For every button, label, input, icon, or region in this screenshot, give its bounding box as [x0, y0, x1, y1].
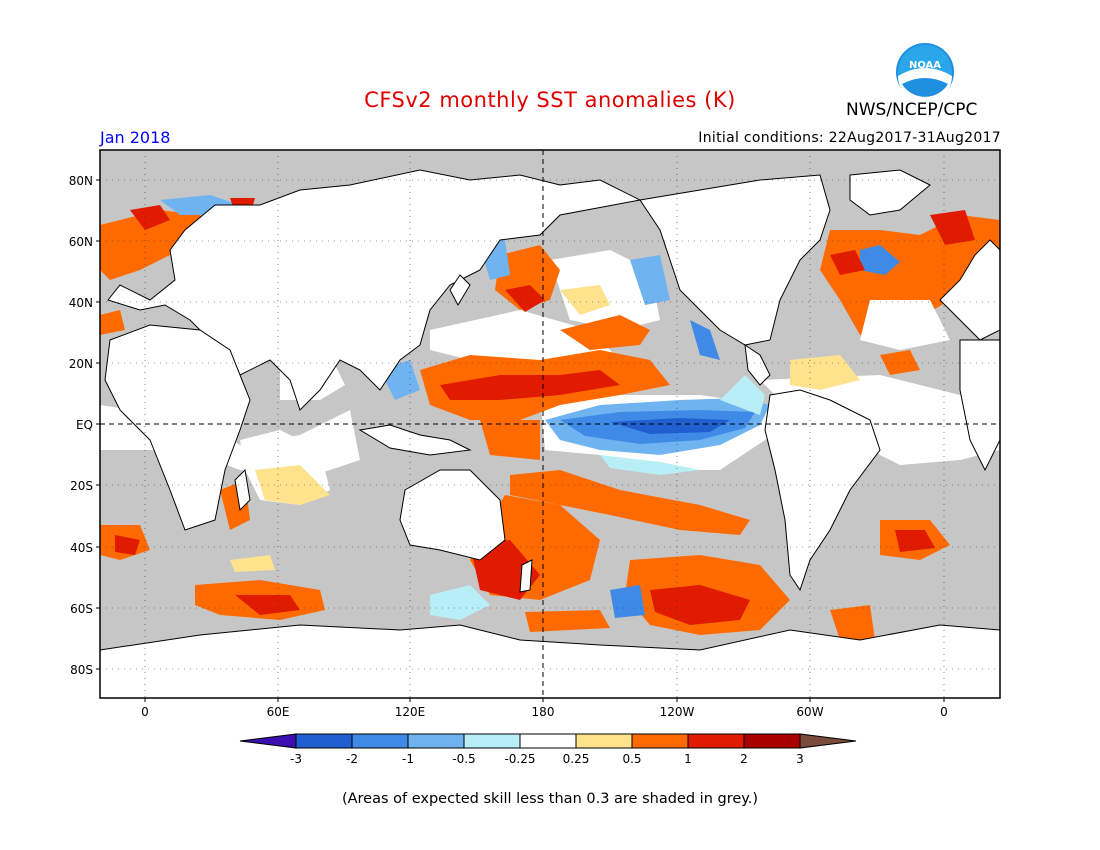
agency-label: NWS/NCEP/CPC: [846, 100, 978, 120]
lon-label: 120E: [395, 705, 426, 719]
graticule: [100, 150, 1000, 698]
colorbar: -3 -2 -1 -0.5 -0.25 0.25 0.5 1 2 3: [239, 733, 857, 766]
colorbar-label: 0.25: [563, 752, 590, 766]
lat-label: 20S: [70, 479, 93, 493]
colorbar-min-arrow: [239, 733, 297, 749]
map-title: CFSv2 monthly SST anomalies (K): [364, 88, 736, 112]
colorbar-swatch: [687, 733, 745, 749]
lat-label: 80N: [69, 174, 93, 188]
latitude-labels: 80N 60N 40N 20N EQ 20S 40S 60S 80S: [69, 174, 93, 677]
noaa-logo-text: NOAA: [909, 60, 941, 71]
lat-label: 60S: [70, 602, 93, 616]
colorbar-label: -0.25: [504, 752, 535, 766]
colorbar-max-arrow: [799, 733, 857, 749]
colorbar-swatch: [407, 733, 465, 749]
colorbar-swatch: [519, 733, 577, 749]
longitude-labels: 0 60E 120E 180 120W 60W 0: [141, 705, 948, 719]
lat-label: EQ: [76, 418, 93, 432]
lon-label: 60W: [796, 705, 823, 719]
noaa-logo: NOAA: [896, 43, 954, 102]
lon-label: 180: [532, 705, 555, 719]
lon-label: 0: [141, 705, 149, 719]
lon-label: 120W: [660, 705, 695, 719]
colorbar-swatch: [631, 733, 689, 749]
colorbar-swatch: [463, 733, 521, 749]
lat-label: 40N: [69, 296, 93, 310]
colorbar-label: -1: [402, 752, 414, 766]
colorbar-label: -3: [290, 752, 302, 766]
colorbar-label: 0.5: [622, 752, 641, 766]
colorbar-swatch: [351, 733, 409, 749]
colorbar-label: 1: [684, 752, 692, 766]
colorbar-swatch: [575, 733, 633, 749]
colorbar-swatch: [743, 733, 801, 749]
lat-label: 20N: [69, 357, 93, 371]
lat-label: 60N: [69, 235, 93, 249]
continent-outlines: [100, 169, 1000, 698]
month-label: Jan 2018: [100, 128, 171, 147]
initial-conditions-label: Initial conditions: 22Aug2017-31Aug2017: [698, 130, 1001, 146]
lon-label: 0: [940, 705, 948, 719]
sst-map: 80N 60N 40N 20N EQ 20S 40S 60S 80S 0 60E…: [69, 149, 1001, 719]
colorbar-swatch: [295, 733, 353, 749]
lat-label: 40S: [70, 541, 93, 555]
colorbar-label: 2: [740, 752, 748, 766]
colorbar-labels: -3 -2 -1 -0.5 -0.25 0.25 0.5 1 2 3: [290, 752, 804, 766]
axis-ticks: [96, 179, 945, 702]
skill-note: (Areas of expected skill less than 0.3 a…: [341, 791, 759, 807]
colorbar-label: 3: [796, 752, 804, 766]
lon-label: 60E: [267, 705, 290, 719]
colorbar-label: -0.5: [452, 752, 475, 766]
colorbar-label: -2: [346, 752, 358, 766]
lat-label: 80S: [70, 663, 93, 677]
colorbar-swatches: [239, 733, 857, 749]
